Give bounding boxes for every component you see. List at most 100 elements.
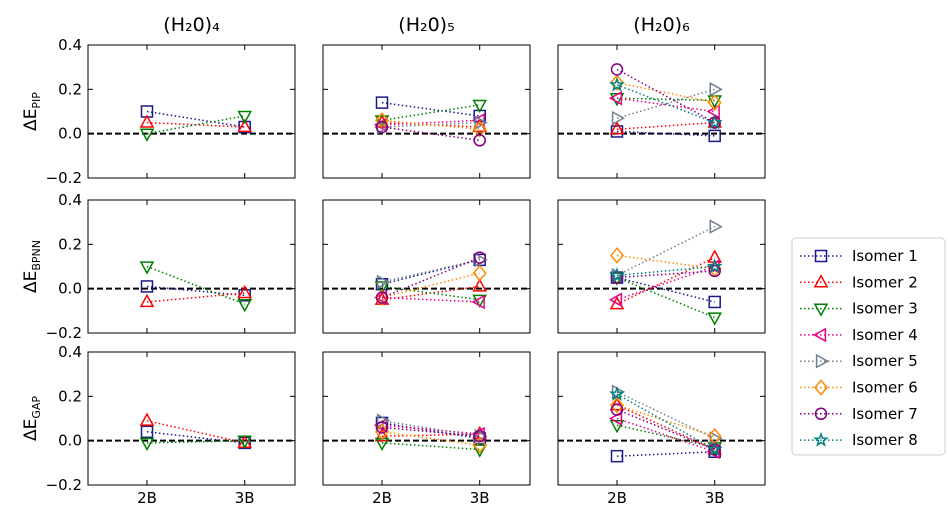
legend-label: Isomer 5 xyxy=(852,352,918,370)
marker xyxy=(813,274,829,288)
series-line xyxy=(616,97,715,102)
marker xyxy=(376,413,391,429)
marker xyxy=(473,134,486,147)
y-tick-label: −0.2 xyxy=(46,324,82,342)
marker xyxy=(610,449,624,463)
marker xyxy=(375,291,389,304)
series-line xyxy=(381,259,480,283)
marker xyxy=(376,119,391,135)
series-line xyxy=(616,254,715,270)
marker xyxy=(609,296,625,310)
marker xyxy=(609,247,625,264)
series-line xyxy=(616,265,715,277)
marker xyxy=(708,129,721,143)
series-line xyxy=(616,88,715,119)
series-line xyxy=(381,104,480,122)
y-tick-label: −0.2 xyxy=(46,476,82,494)
series-line xyxy=(616,270,715,279)
series-line xyxy=(616,121,715,130)
marker xyxy=(610,271,624,284)
series-line xyxy=(381,433,480,437)
axes-frame xyxy=(322,199,531,334)
marker xyxy=(611,110,626,126)
series-line xyxy=(146,439,245,444)
panel: 2B 3B xyxy=(322,351,531,507)
series-line xyxy=(146,419,245,444)
y-label-main: ΔE xyxy=(21,109,41,131)
marker xyxy=(237,299,253,313)
x-tick-label: 3B xyxy=(470,489,490,507)
marker xyxy=(473,251,486,264)
series-line xyxy=(616,417,715,453)
y-label-sub: GAP xyxy=(30,396,43,419)
series-line xyxy=(381,285,480,301)
y-tick-label: 0.2 xyxy=(58,235,82,253)
marker xyxy=(609,397,625,411)
marker xyxy=(707,312,723,326)
series-line xyxy=(616,451,715,457)
y-label-main: ΔE xyxy=(21,271,41,293)
series-line xyxy=(381,431,480,446)
series-line xyxy=(616,84,715,124)
marker xyxy=(709,82,723,97)
marker xyxy=(472,264,487,282)
marker xyxy=(472,99,488,114)
marker xyxy=(609,76,625,92)
panel xyxy=(557,199,766,334)
marker xyxy=(608,90,623,106)
y-axis-label: ΔEGAP xyxy=(21,396,43,441)
marker xyxy=(708,295,721,309)
series-line xyxy=(146,110,245,128)
series-line xyxy=(381,442,480,451)
marker xyxy=(609,396,625,414)
series-line xyxy=(616,81,715,104)
x-tick-label: 2B xyxy=(607,489,627,507)
series-line xyxy=(616,404,715,437)
legend-label: Isomer 6 xyxy=(852,379,918,397)
legend-label: Isomer 7 xyxy=(852,405,918,423)
series-line xyxy=(146,431,245,444)
marker xyxy=(609,121,625,135)
series-line xyxy=(381,256,480,299)
marker xyxy=(139,412,155,426)
series-line xyxy=(616,265,715,301)
axes-frame xyxy=(87,199,296,334)
marker xyxy=(237,284,253,299)
marker xyxy=(471,294,485,310)
column-title: (H₂0)₆ xyxy=(633,14,689,36)
series-line xyxy=(146,115,245,135)
series-line xyxy=(616,276,715,319)
axes-frame xyxy=(87,351,296,486)
panel: ΔEBPNN −0.2 0.0 0.2 0.4 xyxy=(21,191,296,342)
series-line xyxy=(616,97,715,113)
axes-frame xyxy=(557,199,766,334)
panel: 2B 3B xyxy=(557,351,766,507)
y-label-sub: PIP xyxy=(30,92,43,109)
marker xyxy=(472,436,487,454)
marker xyxy=(609,267,625,283)
marker xyxy=(375,120,389,134)
marker xyxy=(707,94,722,111)
y-tick-label: 0.0 xyxy=(58,125,82,143)
series-line xyxy=(381,119,480,130)
y-tick-label: 0.4 xyxy=(58,36,82,54)
axes-frame xyxy=(322,351,531,486)
series-line xyxy=(146,285,245,297)
series-line xyxy=(381,101,480,117)
marker xyxy=(139,114,155,128)
legend: Isomer 1 Isomer 2 Isomer 3 Isomer 4 Isomer 5… xyxy=(791,237,946,456)
marker xyxy=(139,128,155,142)
y-tick-label: 0.4 xyxy=(58,343,82,361)
series-line xyxy=(616,408,715,451)
marker xyxy=(373,290,388,305)
y-tick-label: 0.4 xyxy=(58,191,82,209)
panel: (H₂0)₆ xyxy=(557,14,766,179)
series-line xyxy=(381,296,480,303)
x-tick-label: 3B xyxy=(235,489,255,507)
panel: (H₂0)₄ ΔEPIP −0.2 0.0 0.2 0.4 xyxy=(21,14,296,187)
marker xyxy=(139,261,155,275)
panel: ΔEGAP −0.2 0.0 0.2 0.4 2B 3B xyxy=(21,343,296,507)
legend-label: Isomer 2 xyxy=(852,273,918,291)
legend-label: Isomer 8 xyxy=(852,431,918,449)
series-line xyxy=(381,422,480,440)
